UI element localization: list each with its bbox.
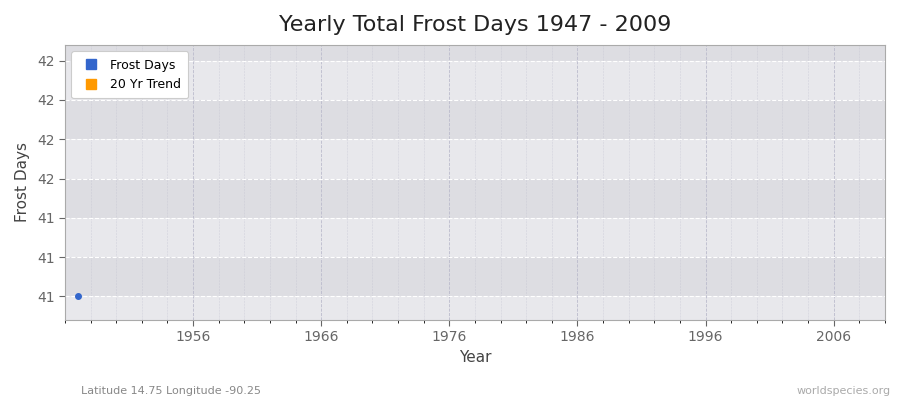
Bar	[65, 178, 885, 218]
Y-axis label: Frost Days: Frost Days	[15, 142, 30, 222]
X-axis label: Year: Year	[459, 350, 491, 365]
Bar	[65, 100, 885, 139]
Bar	[65, 61, 885, 100]
Bar	[65, 218, 885, 257]
Bar	[65, 139, 885, 178]
Text: worldspecies.org: worldspecies.org	[796, 386, 891, 396]
Bar	[65, 45, 885, 61]
Text: Latitude 14.75 Longitude -90.25: Latitude 14.75 Longitude -90.25	[81, 386, 261, 396]
Bar	[65, 257, 885, 296]
Title: Yearly Total Frost Days 1947 - 2009: Yearly Total Frost Days 1947 - 2009	[279, 15, 671, 35]
Legend: Frost Days, 20 Yr Trend: Frost Days, 20 Yr Trend	[71, 51, 188, 98]
Bar	[65, 296, 885, 320]
